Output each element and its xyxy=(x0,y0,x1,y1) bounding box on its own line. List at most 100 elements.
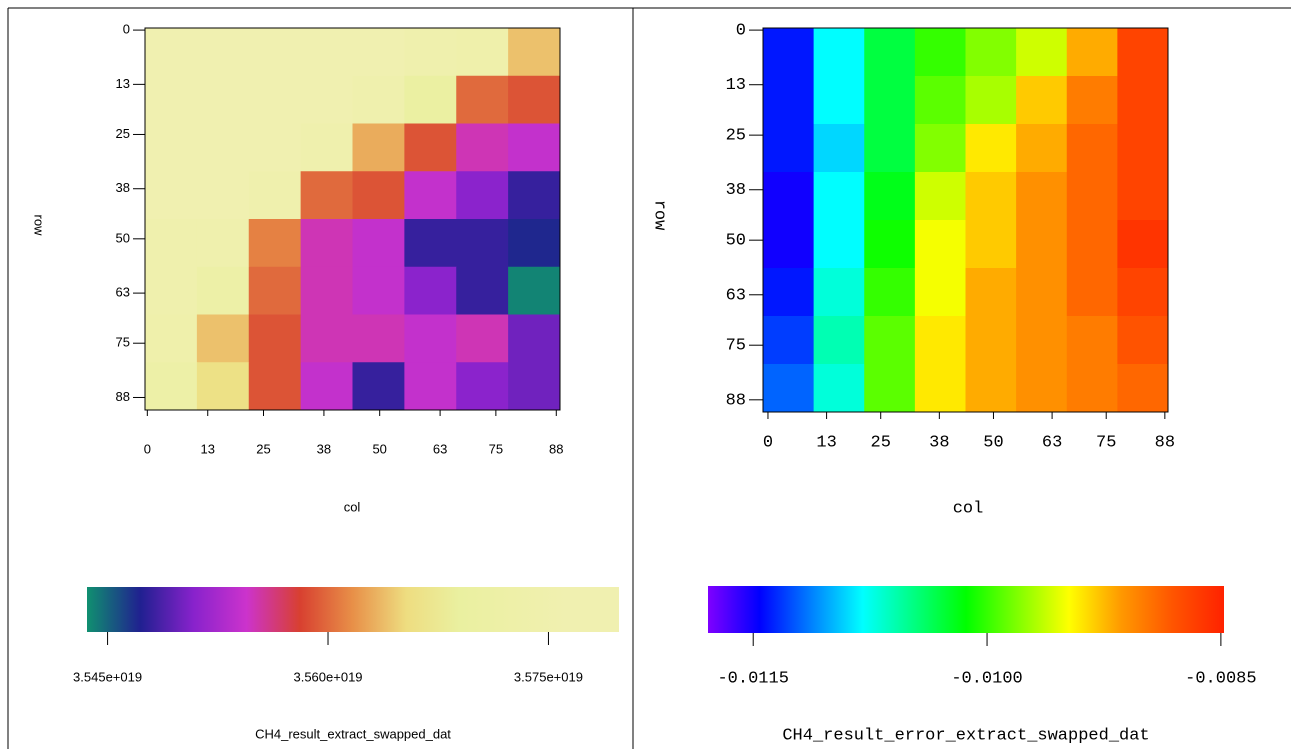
colorbar-tick-label: 3.545e+019 xyxy=(73,669,142,684)
heatmap-cell xyxy=(1066,172,1118,221)
heatmap-cell xyxy=(965,124,1017,173)
heatmap-cell xyxy=(145,219,198,268)
heatmap-cell xyxy=(965,220,1017,269)
heatmap-cell xyxy=(300,75,353,124)
heatmap-cell xyxy=(196,314,250,363)
heatmap-cell xyxy=(965,76,1017,125)
heatmap-cell xyxy=(196,219,250,268)
heatmap-cell xyxy=(404,362,457,411)
colorbar-tick-label: -0.0115 xyxy=(717,669,788,688)
heatmap-cell xyxy=(1066,364,1118,413)
heatmap-cell xyxy=(1016,316,1068,365)
heatmap-cell xyxy=(248,314,302,363)
y-tick-label: 50 xyxy=(116,230,130,245)
heatmap-cell xyxy=(914,28,966,77)
heatmap-cell xyxy=(196,171,250,220)
heatmap-cell xyxy=(248,266,302,315)
y-tick-label: 38 xyxy=(116,180,130,195)
heatmap-cell xyxy=(145,314,198,363)
colorbar-tick-label: 3.575e+019 xyxy=(514,669,583,684)
y-tick-label: 88 xyxy=(726,391,746,410)
heatmap-cell xyxy=(864,364,916,413)
panel: 0 13 25 38 50 63 75 88 0 13 25 38 50 63 75 88 col row 3.54… xyxy=(32,22,619,741)
heatmap-cell xyxy=(864,28,916,77)
x-axis-label: col xyxy=(344,499,361,514)
heatmap-cell xyxy=(508,314,561,363)
x-tick-label: 13 xyxy=(816,433,836,452)
x-tick-label: 88 xyxy=(549,441,563,456)
heatmap-cell xyxy=(352,314,405,363)
heatmap-cell xyxy=(404,171,457,220)
heatmap-cell xyxy=(1066,124,1118,173)
y-tick-label: 63 xyxy=(726,286,746,305)
heatmap-cell xyxy=(456,171,509,220)
heatmap-cell xyxy=(508,362,561,411)
heatmap-cell xyxy=(965,364,1017,413)
colorbar xyxy=(708,586,1224,633)
heatmap-cell xyxy=(763,76,815,125)
heatmap-cell xyxy=(914,124,966,173)
heatmap-cell xyxy=(914,220,966,269)
y-tick-label: 25 xyxy=(116,126,130,141)
heatmap-cell xyxy=(196,123,250,172)
heatmap-cell xyxy=(763,124,815,173)
heatmap-cell xyxy=(352,266,405,315)
heatmap-cell xyxy=(196,362,250,411)
heatmap-cell xyxy=(813,172,865,221)
heatmap-cell xyxy=(508,219,561,268)
heatmap-cell xyxy=(914,76,966,125)
x-tick-label: 25 xyxy=(871,433,891,452)
heatmap-cell xyxy=(456,28,509,77)
heatmap-cell xyxy=(1066,28,1118,77)
heatmap-cell xyxy=(1117,28,1169,77)
heatmap-cell xyxy=(813,316,865,365)
heatmap-cell xyxy=(248,362,302,411)
x-tick-label: 25 xyxy=(256,441,270,456)
heatmap-cell xyxy=(145,362,198,411)
heatmap-cell xyxy=(145,75,198,124)
heatmap-cell xyxy=(248,219,302,268)
heatmap-cell xyxy=(404,266,457,315)
heatmap-cell xyxy=(864,220,916,269)
heatmap-cell xyxy=(1117,316,1169,365)
heatmap-cell xyxy=(145,266,198,315)
heatmap-cell xyxy=(1117,220,1169,269)
y-tick-label: 50 xyxy=(726,232,746,251)
heatmap-cell xyxy=(352,75,405,124)
heatmap-cell xyxy=(763,220,815,269)
heatmap-cell xyxy=(145,171,198,220)
panel-title: CH4_result_extract_swapped_dat xyxy=(255,726,451,741)
heatmap-cell xyxy=(965,172,1017,221)
heatmap-cell xyxy=(813,268,865,317)
heatmap-cell xyxy=(965,316,1017,365)
heatmap-cell xyxy=(508,171,561,220)
y-tick-label: 38 xyxy=(726,181,746,200)
colorbar-tick-label: 3.560e+019 xyxy=(293,669,362,684)
heatmap-cell xyxy=(300,28,353,77)
plot-frame xyxy=(762,27,1169,413)
x-tick-label: 13 xyxy=(201,441,215,456)
heatmap-cell xyxy=(813,28,865,77)
heatmap-cell xyxy=(300,362,353,411)
heatmap-cell xyxy=(456,123,509,172)
y-tick-label: 13 xyxy=(726,76,746,95)
heatmap-cell xyxy=(1117,172,1169,221)
heatmap-cell xyxy=(248,123,302,172)
heatmap-cell xyxy=(196,266,250,315)
heatmap-cell xyxy=(1117,364,1169,413)
heatmap-cell xyxy=(404,75,457,124)
x-tick-label: 88 xyxy=(1155,433,1175,452)
heatmap-cell xyxy=(404,219,457,268)
heatmap-cell xyxy=(1117,76,1169,125)
heatmap-cell xyxy=(300,266,353,315)
heatmap-cell xyxy=(404,123,457,172)
y-tick-label: 75 xyxy=(116,335,130,350)
y-tick-label: 63 xyxy=(116,285,130,300)
colorbar-tick-label: -0.0085 xyxy=(1185,669,1256,688)
heatmap-cell xyxy=(914,364,966,413)
heatmap-cell xyxy=(352,28,405,77)
y-tick-label: 88 xyxy=(116,389,130,404)
plot-frame xyxy=(144,27,561,411)
heatmap-cell xyxy=(404,28,457,77)
heatmap-cell xyxy=(965,268,1017,317)
